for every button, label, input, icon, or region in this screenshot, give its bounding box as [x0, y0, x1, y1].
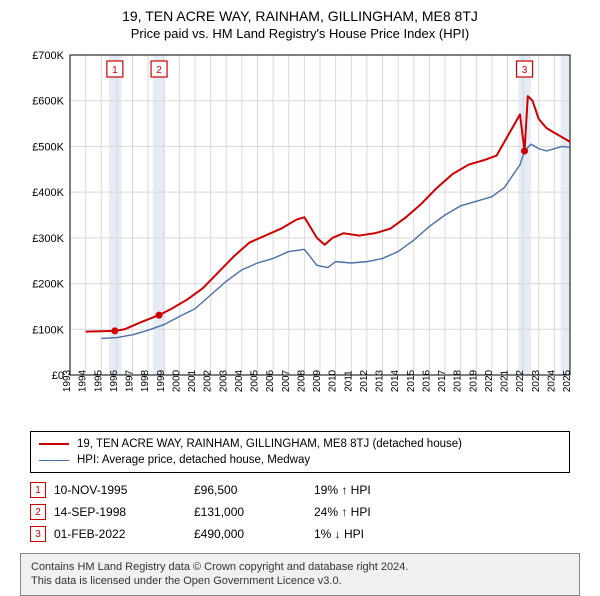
chart-title-block: 19, TEN ACRE WAY, RAINHAM, GILLINGHAM, M…	[0, 0, 600, 41]
footer-line1: Contains HM Land Registry data © Crown c…	[31, 560, 569, 574]
x-tick-label: 2006	[265, 369, 276, 392]
shaded-band	[109, 55, 122, 375]
legend-box: 19, TEN ACRE WAY, RAINHAM, GILLINGHAM, M…	[30, 431, 570, 473]
legend-label: 19, TEN ACRE WAY, RAINHAM, GILLINGHAM, M…	[77, 438, 462, 450]
attribution-footer: Contains HM Land Registry data © Crown c…	[20, 553, 580, 596]
x-tick-label: 2018	[453, 369, 464, 392]
sale-marker-flag-num: 2	[156, 65, 162, 76]
x-tick-label: 2002	[203, 369, 214, 392]
legend-swatch	[39, 443, 69, 445]
x-tick-label: 2007	[281, 369, 292, 392]
sale-marker-flag-num: 1	[112, 65, 118, 76]
title-line2: Price paid vs. HM Land Registry's House …	[0, 26, 600, 41]
x-tick-label: 2005	[250, 369, 261, 392]
marker-row-hpi: 24% ↑ HPI	[314, 505, 434, 519]
marker-row-num: 3	[30, 526, 46, 542]
y-tick-label: £700K	[32, 50, 64, 62]
x-tick-label: 2014	[390, 369, 401, 392]
chart-area: £0£100K£200K£300K£400K£500K£600K£700K199…	[20, 45, 580, 425]
x-tick-label: 2023	[531, 369, 542, 392]
x-tick-label: 2009	[312, 369, 323, 392]
x-tick-label: 2011	[343, 370, 354, 392]
x-tick-label: 2001	[187, 369, 198, 392]
y-tick-label: £400K	[32, 187, 64, 199]
marker-row-price: £490,000	[194, 527, 314, 541]
marker-row-num: 2	[30, 504, 46, 520]
legend-row: 19, TEN ACRE WAY, RAINHAM, GILLINGHAM, M…	[39, 436, 561, 452]
y-tick-label: £100K	[32, 324, 64, 336]
marker-row-price: £131,000	[194, 505, 314, 519]
sale-markers-table: 1 10-NOV-1995£96,50019% ↑ HPI 2 14-SEP-1998…	[30, 479, 570, 545]
x-tick-label: 2010	[328, 369, 339, 392]
y-tick-label: £200K	[32, 279, 64, 291]
legend-label: HPI: Average price, detached house, Medw…	[77, 454, 310, 466]
x-tick-label: 1996	[109, 369, 120, 392]
x-tick-label: 2019	[468, 369, 479, 392]
sale-marker-dot	[521, 148, 528, 155]
x-tick-label: 2021	[500, 369, 511, 392]
x-tick-label: 1999	[156, 369, 167, 392]
marker-row-num: 1	[30, 482, 46, 498]
marker-row: 3 01-FEB-2022£490,0001% ↓ HPI	[30, 523, 570, 545]
legend-row: HPI: Average price, detached house, Medw…	[39, 452, 561, 468]
x-tick-label: 2003	[218, 369, 229, 392]
x-tick-label: 1993	[62, 369, 73, 392]
line-chart-svg: £0£100K£200K£300K£400K£500K£600K£700K199…	[20, 45, 580, 425]
x-tick-label: 2008	[296, 369, 307, 392]
marker-row-date: 10-NOV-1995	[54, 483, 194, 497]
x-tick-label: 2016	[421, 369, 432, 392]
marker-row-hpi: 1% ↓ HPI	[314, 527, 434, 541]
x-tick-label: 2022	[515, 369, 526, 392]
x-tick-label: 2020	[484, 369, 495, 392]
marker-row-hpi: 19% ↑ HPI	[314, 483, 434, 497]
x-tick-label: 1997	[125, 369, 136, 392]
shaded-band	[518, 55, 531, 375]
marker-row: 1 10-NOV-1995£96,50019% ↑ HPI	[30, 479, 570, 501]
marker-row-date: 01-FEB-2022	[54, 527, 194, 541]
marker-row-price: £96,500	[194, 483, 314, 497]
sale-marker-flag-num: 3	[522, 65, 528, 76]
x-tick-label: 2017	[437, 369, 448, 392]
x-tick-label: 1995	[93, 369, 104, 392]
footer-line2: This data is licensed under the Open Gov…	[31, 574, 569, 588]
sale-marker-dot	[111, 327, 118, 334]
y-tick-label: £300K	[32, 233, 64, 245]
x-tick-label: 2012	[359, 369, 370, 392]
marker-row-date: 14-SEP-1998	[54, 505, 194, 519]
x-tick-label: 2000	[171, 369, 182, 392]
title-line1: 19, TEN ACRE WAY, RAINHAM, GILLINGHAM, M…	[0, 8, 600, 24]
shaded-band	[561, 55, 570, 375]
x-tick-label: 2004	[234, 369, 245, 392]
x-tick-label: 2015	[406, 369, 417, 392]
sale-marker-dot	[156, 312, 163, 319]
x-tick-label: 1998	[140, 369, 151, 392]
x-tick-label: 2024	[546, 369, 557, 392]
x-tick-label: 1994	[78, 369, 89, 392]
marker-row: 2 14-SEP-1998£131,00024% ↑ HPI	[30, 501, 570, 523]
y-tick-label: £600K	[32, 96, 64, 108]
y-tick-label: £500K	[32, 141, 64, 153]
x-tick-label: 2025	[562, 369, 573, 392]
x-tick-label: 2013	[375, 369, 386, 392]
legend-swatch	[39, 460, 69, 461]
